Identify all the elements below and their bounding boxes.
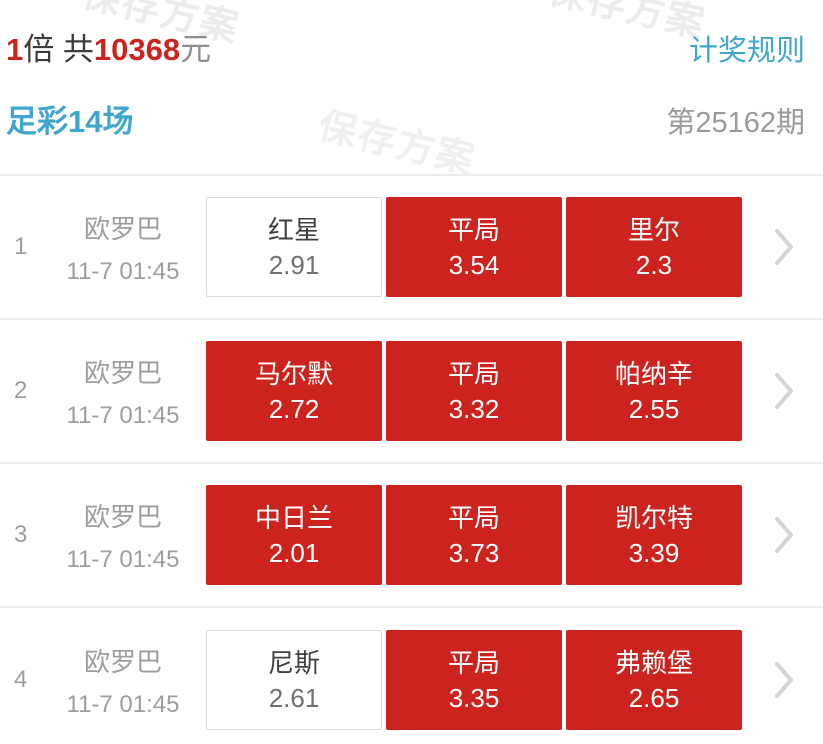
stake-summary: 1倍 共10368元 bbox=[6, 24, 211, 69]
bet-option-odds: 3.73 bbox=[448, 537, 500, 568]
issue-number: 第25162期 bbox=[666, 107, 805, 139]
bet-option-odds: 3.35 bbox=[448, 682, 500, 713]
option-group: 中日兰 2.01 平局 3.73 凯尔特 3.39 bbox=[206, 485, 742, 585]
match-meta: 欧罗巴 11-7 01:45 bbox=[40, 642, 206, 719]
match-detail-button[interactable] bbox=[773, 515, 795, 555]
match-league: 欧罗巴 bbox=[83, 213, 162, 244]
bet-option-odds: 2.72 bbox=[268, 393, 320, 424]
bet-option-selected[interactable]: 平局 3.73 bbox=[386, 485, 562, 585]
bet-option-selected[interactable]: 平局 3.54 bbox=[386, 197, 562, 297]
option-group: 马尔默 2.72 平局 3.32 帕纳辛 2.55 bbox=[206, 341, 742, 441]
bet-option-odds: 2.55 bbox=[628, 393, 680, 424]
chevron-right-icon bbox=[775, 517, 793, 553]
bet-option-selected[interactable]: 帕纳辛 2.55 bbox=[566, 341, 742, 441]
match-meta: 欧罗巴 11-7 01:45 bbox=[40, 209, 206, 286]
bet-option-label: 平局 bbox=[447, 214, 500, 245]
match-time: 11-7 01:45 bbox=[66, 545, 180, 573]
match-row: 3 欧罗巴 11-7 01:45 中日兰 2.01 平局 3.73 凯尔特 3.39 bbox=[0, 464, 823, 608]
total-amount: 10368 bbox=[93, 32, 181, 67]
bet-option-label: 凯尔特 bbox=[614, 502, 693, 533]
bet-option-unselected[interactable]: 红星 2.91 bbox=[206, 197, 382, 297]
match-league: 欧罗巴 bbox=[83, 501, 162, 532]
match-row: 1 欧罗巴 11-7 01:45 红星 2.91 平局 3.54 里尔 2.3 bbox=[0, 176, 823, 320]
match-time: 11-7 01:45 bbox=[66, 690, 180, 718]
bet-option-selected[interactable]: 里尔 2.3 bbox=[566, 197, 742, 297]
match-index: 2 bbox=[14, 377, 28, 404]
bet-option-odds: 3.54 bbox=[448, 249, 500, 280]
bet-option-odds: 3.39 bbox=[628, 537, 680, 568]
match-index: 3 bbox=[14, 521, 28, 548]
lottery-name: 足彩14场 bbox=[6, 104, 134, 139]
total-prefix: 共 bbox=[62, 32, 94, 67]
bet-option-label: 尼斯 bbox=[267, 647, 320, 678]
bet-option-selected[interactable]: 凯尔特 3.39 bbox=[566, 485, 742, 585]
bet-option-odds: 2.91 bbox=[268, 249, 320, 280]
option-group: 红星 2.91 平局 3.54 里尔 2.3 bbox=[206, 197, 742, 297]
match-list: 1 欧罗巴 11-7 01:45 红星 2.91 平局 3.54 里尔 2.3 2 欧罗巴… bbox=[0, 176, 823, 744]
bet-option-label: 弗赖堡 bbox=[614, 647, 693, 678]
bet-option-label: 中日兰 bbox=[254, 502, 333, 533]
bet-option-label: 帕纳辛 bbox=[614, 358, 693, 389]
bet-option-odds: 2.01 bbox=[268, 537, 320, 568]
bet-option-odds: 2.65 bbox=[628, 682, 680, 713]
bet-option-selected[interactable]: 弗赖堡 2.65 bbox=[566, 630, 742, 730]
match-meta: 欧罗巴 11-7 01:45 bbox=[40, 353, 206, 430]
bet-option-selected[interactable]: 马尔默 2.72 bbox=[206, 341, 382, 441]
bet-option-label: 马尔默 bbox=[254, 358, 333, 389]
match-row: 2 欧罗巴 11-7 01:45 马尔默 2.72 平局 3.32 帕纳辛 2.55 bbox=[0, 320, 823, 464]
total-unit: 元 bbox=[180, 32, 212, 67]
bet-option-odds: 2.3 bbox=[635, 249, 673, 280]
match-league: 欧罗巴 bbox=[83, 357, 162, 388]
match-index: 4 bbox=[14, 666, 28, 693]
bet-option-label: 红星 bbox=[267, 214, 320, 245]
match-time: 11-7 01:45 bbox=[66, 401, 180, 429]
match-time: 11-7 01:45 bbox=[66, 257, 180, 285]
chevron-right-icon bbox=[775, 662, 793, 698]
match-detail-button[interactable] bbox=[773, 371, 795, 411]
bet-option-label: 里尔 bbox=[627, 214, 680, 245]
bet-option-selected[interactable]: 平局 3.35 bbox=[386, 630, 562, 730]
match-league: 欧罗巴 bbox=[83, 646, 162, 677]
bet-option-odds: 2.61 bbox=[268, 682, 320, 713]
multiplier-unit: 倍 bbox=[23, 32, 55, 67]
bet-option-label: 平局 bbox=[447, 358, 500, 389]
option-group: 尼斯 2.61 平局 3.35 弗赖堡 2.65 bbox=[206, 630, 742, 730]
bet-option-odds: 3.32 bbox=[448, 393, 500, 424]
header: 1倍 共10368元 计奖规则 足彩14场 第25162期 bbox=[0, 0, 823, 176]
chevron-right-icon bbox=[775, 229, 793, 265]
match-row: 4 欧罗巴 11-7 01:45 尼斯 2.61 平局 3.35 弗赖堡 2.65 bbox=[0, 608, 823, 744]
match-meta: 欧罗巴 11-7 01:45 bbox=[40, 497, 206, 574]
chevron-right-icon bbox=[775, 373, 793, 409]
match-detail-button[interactable] bbox=[773, 227, 795, 267]
bet-option-unselected[interactable]: 尼斯 2.61 bbox=[206, 630, 382, 730]
prize-rules-link[interactable]: 计奖规则 bbox=[688, 35, 805, 67]
bet-option-selected[interactable]: 平局 3.32 bbox=[386, 341, 562, 441]
bet-option-selected[interactable]: 中日兰 2.01 bbox=[206, 485, 382, 585]
match-index: 1 bbox=[14, 233, 28, 260]
bet-option-label: 平局 bbox=[447, 502, 500, 533]
match-detail-button[interactable] bbox=[773, 660, 795, 700]
multiplier-value: 1 bbox=[6, 32, 24, 67]
bet-option-label: 平局 bbox=[447, 647, 500, 678]
